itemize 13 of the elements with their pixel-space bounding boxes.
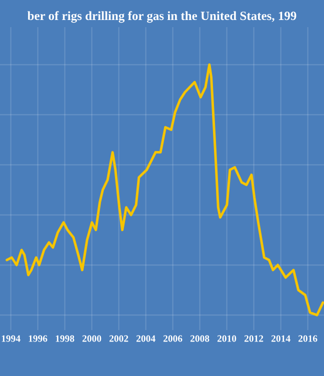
x-tick-label: 2002 xyxy=(109,335,128,342)
x-tick-label: 2004 xyxy=(136,335,156,342)
x-tick-label: 1996 xyxy=(28,335,48,342)
x-tick-label: 2012 xyxy=(244,335,264,342)
x-tick-label: 1994 xyxy=(2,335,20,342)
x-tick-label: 2014 xyxy=(271,335,290,342)
x-tick-label: 2008 xyxy=(190,335,210,342)
x-tick-label: 2006 xyxy=(163,335,182,342)
x-tick-label: 1998 xyxy=(56,335,74,342)
x-tick-label: 2010 xyxy=(217,335,236,342)
x-tick-label: 2000 xyxy=(82,335,102,342)
x-tick-label: 2016 xyxy=(298,335,318,342)
chart-title: ber of rigs drilling for gas in the United States, 199 xyxy=(27,11,296,23)
